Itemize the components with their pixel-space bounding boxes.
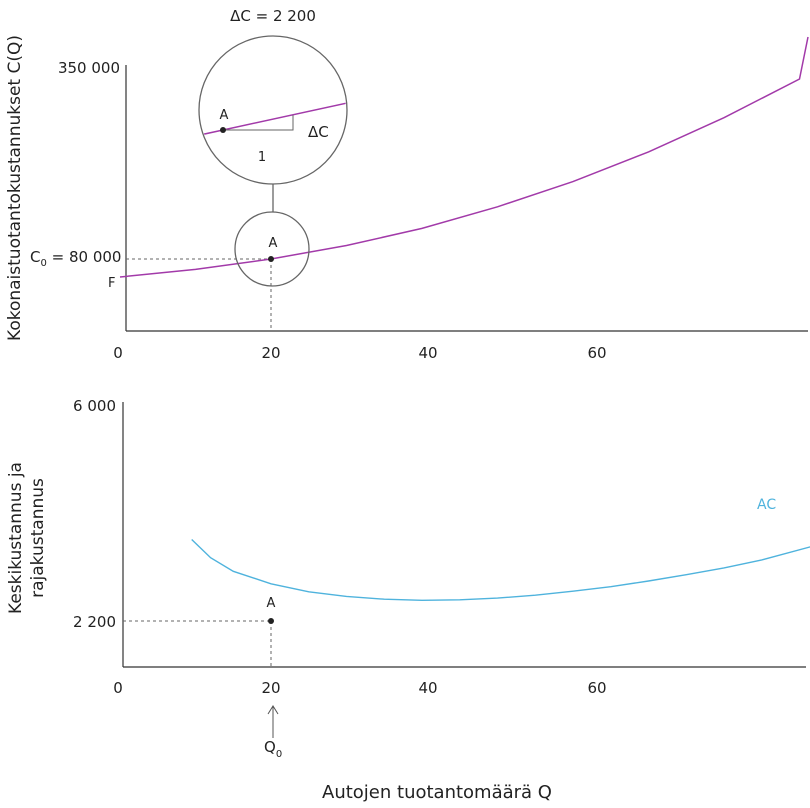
bottom-x-tick-0: 0 bbox=[113, 679, 123, 697]
zoom-triangle bbox=[223, 115, 294, 131]
bottom-y-tick-2200: 2 200 bbox=[73, 613, 116, 631]
top-x-tick-40: 40 bbox=[418, 344, 437, 362]
bottom-x-tick-40: 40 bbox=[418, 679, 437, 697]
top-point-a-label: A bbox=[269, 236, 278, 251]
bottom-y-axis-label-line1: Keskikustannus ja bbox=[6, 462, 26, 614]
bottom-y-axis-label-line2: rajakustannus bbox=[28, 478, 48, 598]
zoom-run-label: 1 bbox=[258, 150, 266, 165]
top-point-a bbox=[268, 256, 274, 262]
x-axis-label: Autojen tuotantomäärä Q bbox=[322, 782, 552, 803]
total-cost-curve bbox=[119, 36, 809, 278]
zoom-point-a-label: A bbox=[220, 108, 229, 123]
zoom-title: ΔC = 2 200 bbox=[230, 7, 316, 25]
c0-value: 80 000 bbox=[69, 248, 122, 266]
bottom-x-tick-60: 60 bbox=[587, 679, 606, 697]
c0-label: C0 = 80 000 bbox=[30, 248, 121, 269]
ac-series-label: AC bbox=[757, 497, 776, 513]
top-x-tick-20: 20 bbox=[261, 344, 280, 362]
total-cost-chart: Kokonaistuotantokustannukset C(Q) 350 00… bbox=[5, 7, 809, 362]
zoom-point-a bbox=[220, 127, 226, 133]
zoom-circle-small bbox=[234, 211, 310, 287]
zoom-inset: ΔC = 2 200 A ΔC 1 bbox=[198, 7, 348, 185]
top-x-tick-0: 0 bbox=[113, 344, 123, 362]
bottom-y-tick-6000: 6 000 bbox=[73, 397, 116, 415]
top-y-axis-label: Kokonaistuotantokustannukset C(Q) bbox=[5, 35, 25, 341]
top-x-tick-60: 60 bbox=[587, 344, 606, 362]
average-cost-curve bbox=[191, 538, 810, 602]
top-y-tick-350000: 350 000 bbox=[58, 59, 120, 77]
zoom-circle-large bbox=[198, 35, 348, 185]
average-cost-chart: Keskikustannus ja rajakustannus 6 000 2 … bbox=[6, 397, 810, 803]
f-label: F bbox=[108, 276, 115, 291]
bottom-point-a bbox=[268, 618, 274, 624]
zoom-delta-c-label: ΔC bbox=[308, 123, 329, 141]
bottom-x-tick-20: 20 bbox=[261, 679, 280, 697]
q0-label: Q0 bbox=[264, 738, 282, 760]
q0-arrow-head-icon bbox=[267, 705, 279, 715]
bottom-point-a-label: A bbox=[267, 596, 276, 611]
